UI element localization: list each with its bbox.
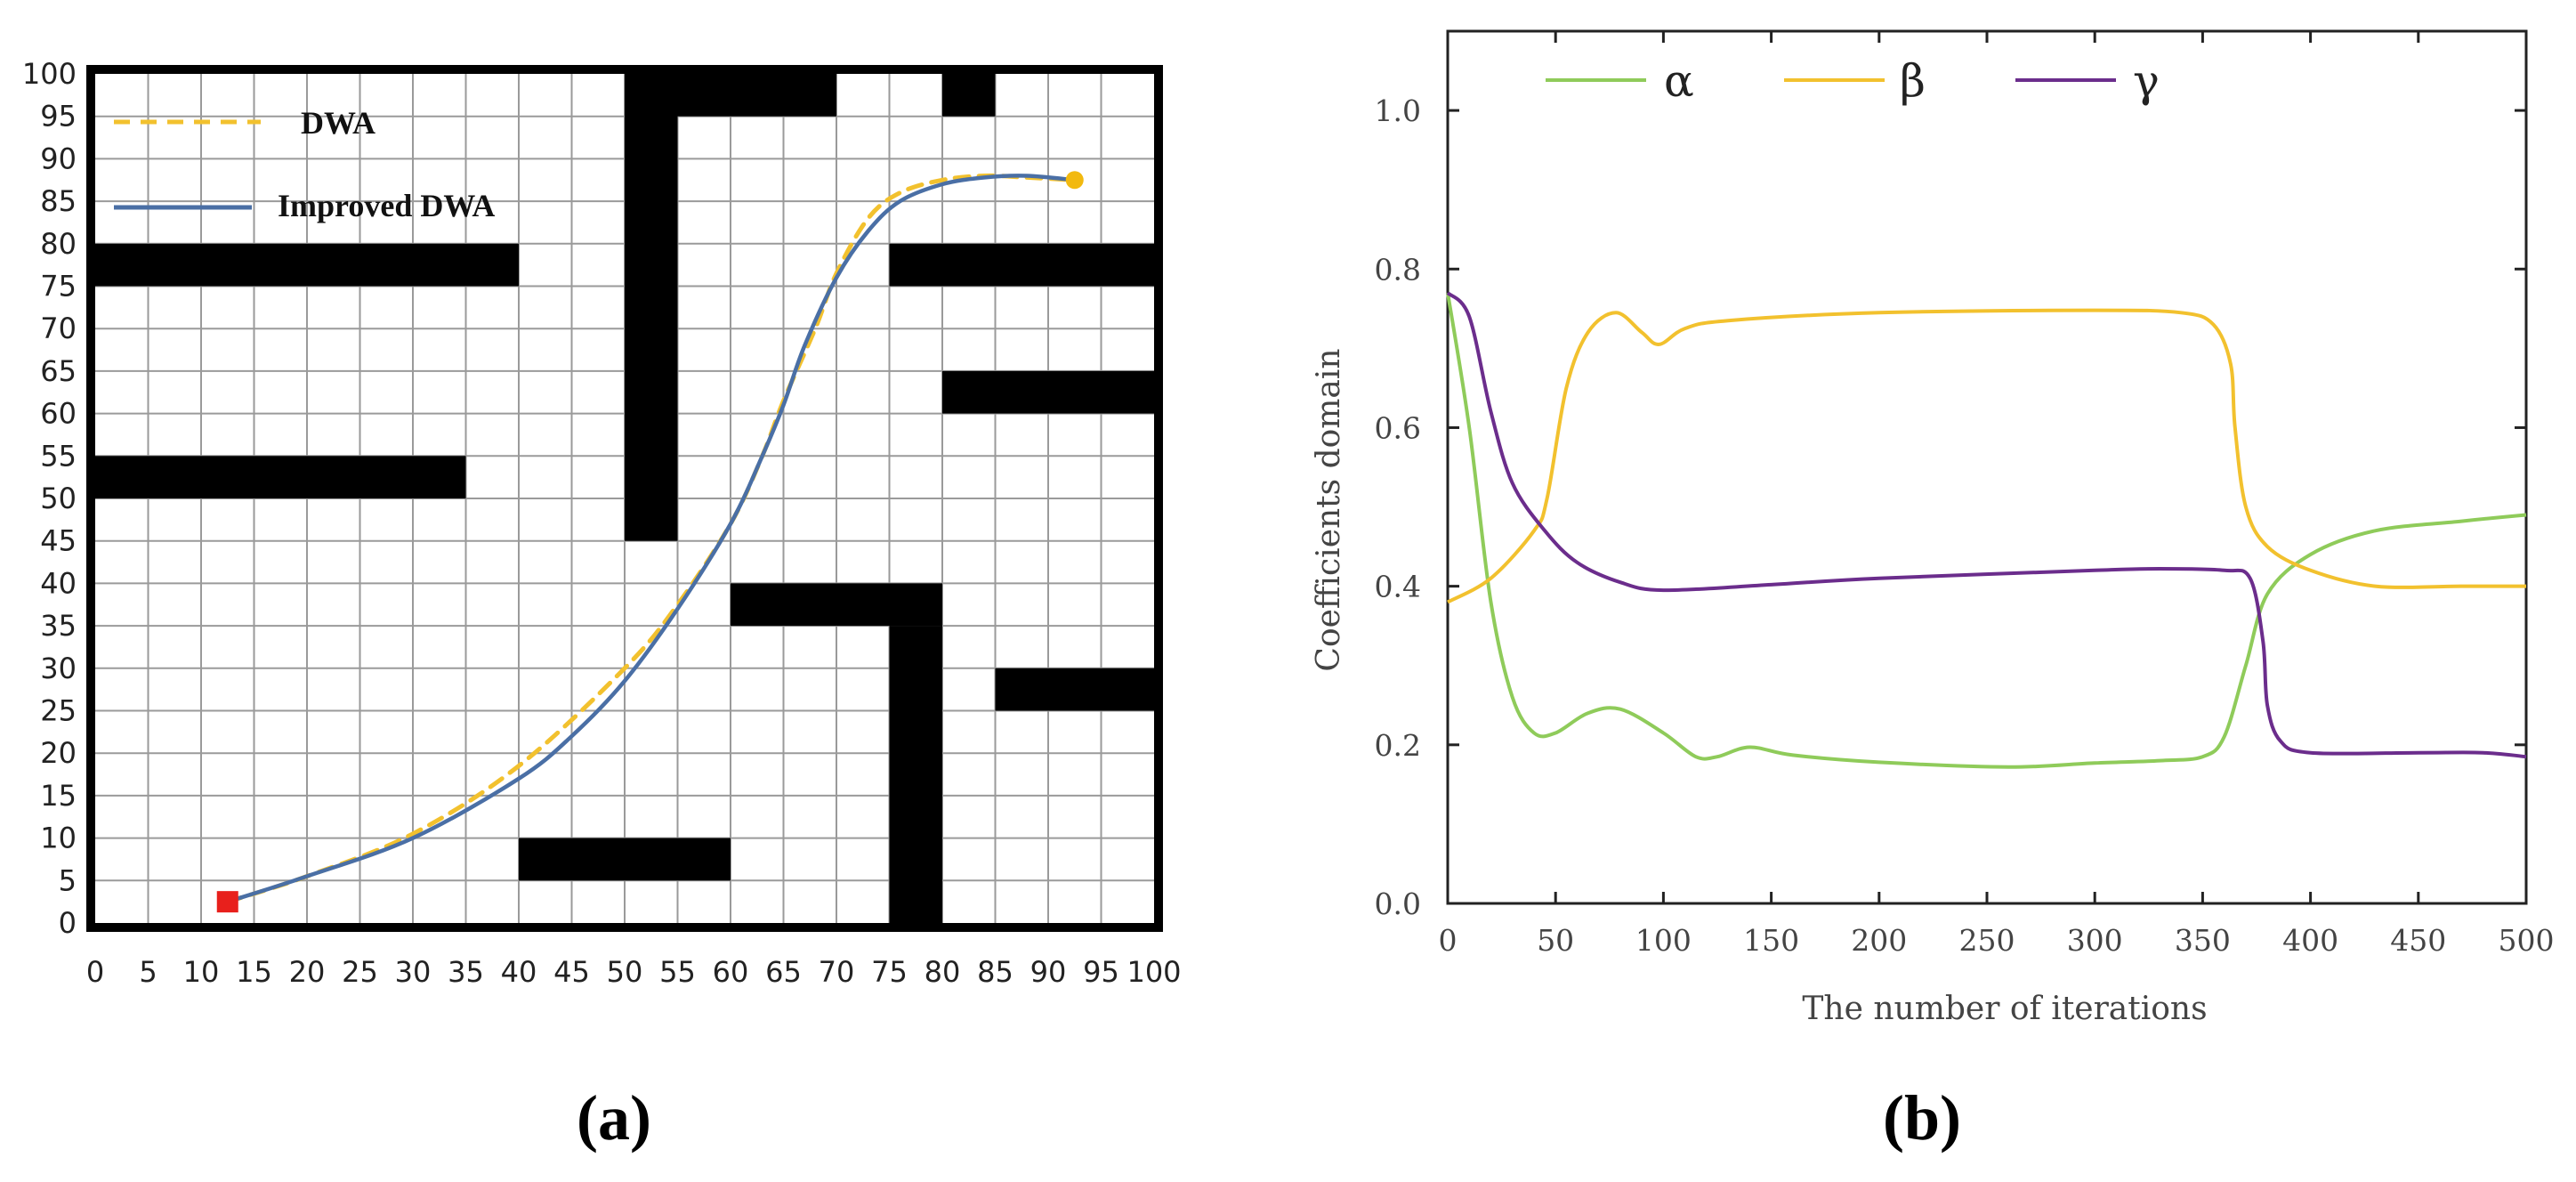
- y-tick-label: 0: [59, 906, 77, 940]
- legend-beta-label: β: [1900, 55, 1926, 107]
- panel-a-grid-map: 0 5 10 15 20 25 30 35 40 45 50 55 60 65 70 75 80 85 90 95 10…: [22, 57, 1182, 989]
- x-tick-label: 85: [977, 955, 1013, 989]
- y-tick-label: 35: [40, 609, 77, 643]
- series-line-gamma: [1446, 291, 2527, 759]
- panel-b-ticks: 0 50 100 150 200 250 300 350 400 450 500 0.0 0.2 0.4 0…: [1375, 31, 2555, 958]
- x-tick-label: 20: [289, 955, 326, 989]
- y-tick-label: 90: [40, 142, 77, 175]
- panel-b-label: (b): [1883, 1082, 1961, 1154]
- x-tick-label: 35: [448, 955, 484, 989]
- panel-a-label: (a): [577, 1082, 651, 1154]
- y-tick-label: 15: [40, 779, 77, 813]
- x-tick-label: 10: [183, 955, 220, 989]
- panel-b-legend: α β γ: [1546, 55, 2160, 107]
- x-tick-label: 50: [1537, 923, 1574, 958]
- x-tick-label: 450: [2390, 923, 2446, 958]
- y-tick-label: 50: [40, 482, 77, 515]
- obstacle-block: [677, 74, 836, 117]
- y-tick-label: 0.8: [1375, 252, 1421, 287]
- y-tick-label: 0.4: [1375, 570, 1421, 604]
- x-tick-label: 150: [1743, 923, 1799, 958]
- x-tick-label: 5: [139, 955, 157, 989]
- y-tick-label: 20: [40, 736, 77, 770]
- obstacle-block: [625, 74, 678, 541]
- path-line-improved-dwa: [225, 174, 1078, 904]
- x-tick-label: 75: [871, 955, 908, 989]
- x-tick-label: 300: [2067, 923, 2123, 958]
- y-tick-label: 30: [40, 652, 77, 685]
- y-tick-label: 0.0: [1375, 886, 1421, 921]
- panel-a-y-ticks: 0 5 10 15 20 25 30 35 40 45 50 55 60 65 70 75 80 85 90 95 10…: [22, 57, 77, 940]
- series-line-beta: [1447, 308, 2526, 604]
- y-tick-label: 5: [59, 863, 77, 897]
- y-tick-label: 75: [40, 270, 77, 304]
- panel-b-y-axis-label: Coefficients domain: [1311, 348, 1347, 671]
- y-tick-label: 0.6: [1375, 410, 1421, 445]
- obstacle-block: [942, 370, 1154, 414]
- y-tick-label: 45: [40, 524, 77, 558]
- x-tick-label: 15: [236, 955, 272, 989]
- obstacle-block: [942, 74, 996, 117]
- x-tick-label: 0: [1439, 923, 1458, 958]
- x-tick-label: 90: [1030, 955, 1067, 989]
- y-tick-label: 0.2: [1375, 728, 1421, 763]
- panel-b-series: [1446, 291, 2527, 769]
- panel-b-coefficient-plot: 0 50 100 150 200 250 300 350 400 450 500 0.0 0.2 0.4 0…: [1311, 29, 2555, 1027]
- x-tick-label: 350: [2175, 923, 2231, 958]
- x-tick-label: 500: [2499, 923, 2555, 958]
- x-tick-label: 95: [1083, 955, 1119, 989]
- legend-dwa-label: DWA: [301, 105, 375, 141]
- x-tick-label: 80: [925, 955, 961, 989]
- y-tick-label: 85: [40, 184, 77, 218]
- panel-a-paths: [216, 171, 1084, 913]
- x-tick-label: 250: [1959, 923, 2015, 958]
- panel-b-plot-frame: [1446, 29, 2528, 905]
- x-tick-label: 400: [2282, 923, 2338, 958]
- y-tick-label: 25: [40, 694, 77, 728]
- y-tick-label: 70: [40, 312, 77, 345]
- obstacle-block: [889, 243, 1154, 287]
- y-tick-label: 1.0: [1375, 93, 1421, 128]
- y-tick-label: 10: [40, 822, 77, 855]
- series-line-alpha: [1446, 292, 2527, 769]
- obstacle-block: [519, 838, 731, 881]
- x-tick-label: 65: [765, 955, 802, 989]
- obstacle-block: [95, 243, 519, 287]
- y-tick-label: 95: [40, 100, 77, 134]
- legend-gamma-label: γ: [2133, 55, 2160, 107]
- x-tick-label: 100: [1635, 923, 1692, 958]
- panel-a-x-ticks: 0 5 10 15 20 25 30 35 40 45 50 55 60 65 70 75 80 85 90 95 10…: [86, 955, 1182, 989]
- x-tick-label: 25: [342, 955, 378, 989]
- y-tick-label: 100: [22, 57, 77, 91]
- x-tick-label: 0: [86, 955, 104, 989]
- obstacle-block: [95, 456, 466, 498]
- x-tick-label: 50: [607, 955, 643, 989]
- goal-marker: [1065, 171, 1084, 190]
- x-tick-label: 30: [395, 955, 432, 989]
- legend-alpha-label: α: [1664, 55, 1694, 107]
- x-tick-label: 100: [1126, 955, 1181, 989]
- panel-b-x-axis-label: The number of iterations: [1802, 991, 2207, 1027]
- panel-a-obstacles: [95, 74, 1154, 923]
- y-tick-label: 55: [40, 439, 77, 473]
- panel-a-legend: DWA Improved DWA: [114, 105, 495, 223]
- obstacle-block: [889, 626, 942, 923]
- start-marker: [216, 891, 238, 913]
- y-tick-label: 65: [40, 354, 77, 388]
- obstacle-block: [731, 583, 942, 627]
- x-tick-label: 60: [713, 955, 749, 989]
- y-tick-label: 40: [40, 566, 77, 600]
- y-tick-label: 60: [40, 397, 77, 431]
- x-tick-label: 70: [819, 955, 855, 989]
- x-tick-label: 40: [501, 955, 537, 989]
- x-tick-label: 45: [553, 955, 590, 989]
- x-tick-label: 200: [1851, 923, 1907, 958]
- obstacle-block: [995, 668, 1154, 711]
- y-tick-label: 80: [40, 227, 77, 261]
- x-tick-label: 55: [659, 955, 696, 989]
- legend-improved-dwa-label: Improved DWA: [278, 188, 495, 223]
